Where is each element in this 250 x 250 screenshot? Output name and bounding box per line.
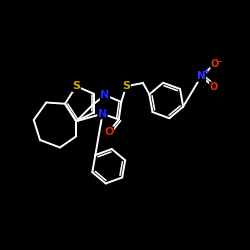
Text: −: − — [216, 57, 222, 66]
Text: O: O — [211, 59, 219, 69]
Text: O: O — [210, 82, 218, 92]
Text: N: N — [197, 71, 205, 81]
Text: S: S — [72, 81, 80, 91]
Text: S: S — [122, 81, 130, 91]
Text: +: + — [203, 67, 209, 76]
Text: N: N — [98, 109, 107, 119]
Text: O: O — [104, 127, 114, 137]
Text: N: N — [100, 90, 110, 100]
